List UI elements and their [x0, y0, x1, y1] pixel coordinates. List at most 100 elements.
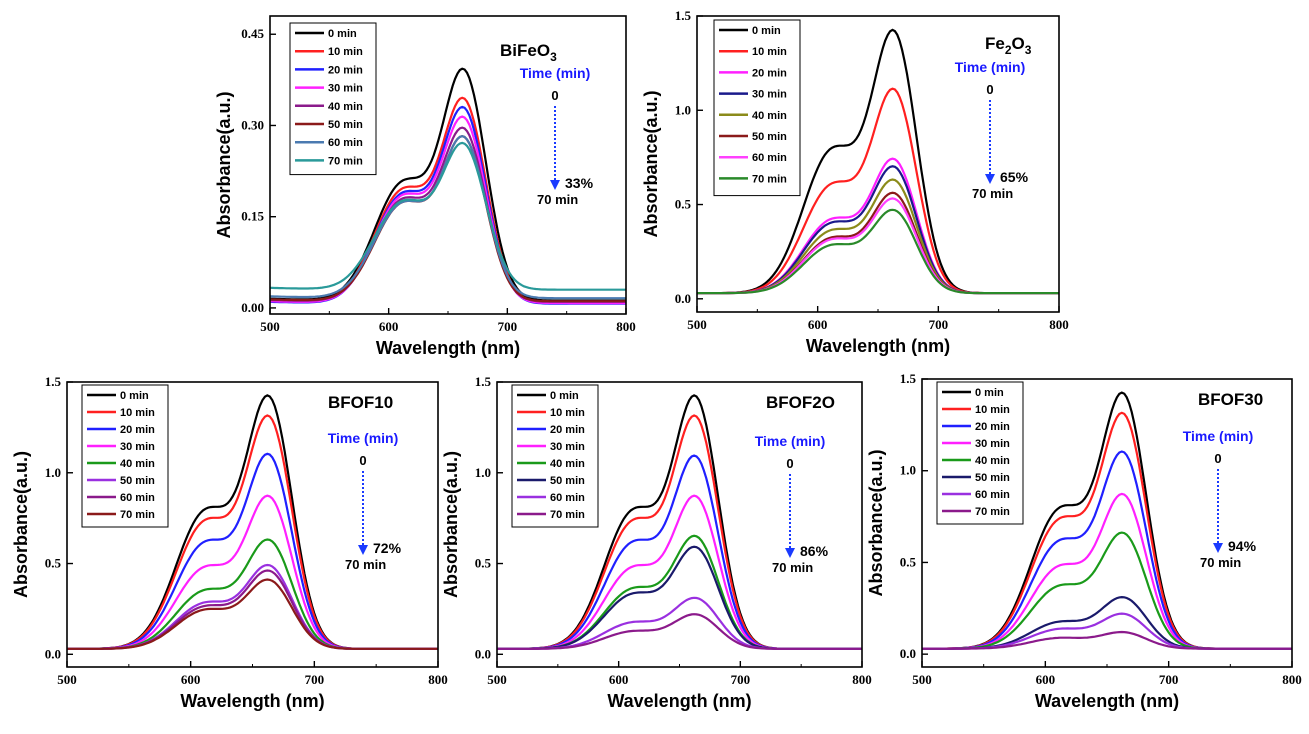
legend-entry: 50 min: [120, 475, 155, 487]
legend-entry: 60 min: [328, 137, 363, 149]
legend-entry: 20 min: [752, 67, 787, 79]
y-tick-label: 0.5: [475, 556, 492, 571]
y-axis-label: Absorbance(a.u.): [641, 90, 661, 237]
time-start-label: 0: [786, 456, 793, 471]
y-axis-label: Absorbance(a.u.): [441, 451, 461, 598]
legend-entry: 70 min: [752, 173, 787, 185]
series-line-50-min: [67, 563, 438, 650]
y-tick-label: 1.0: [675, 102, 691, 117]
x-tick-label: 600: [379, 319, 399, 334]
y-tick-label: 0.0: [475, 646, 491, 661]
y-tick-label: 1.5: [475, 374, 492, 389]
degradation-percent: 72%: [373, 540, 402, 556]
x-tick-label: 500: [260, 319, 280, 334]
y-tick-label: 0.5: [45, 556, 62, 571]
legend-entry: 30 min: [328, 83, 363, 95]
time-start-label: 0: [1214, 451, 1221, 466]
x-tick-label: 700: [305, 672, 325, 687]
series-group: [67, 394, 438, 650]
legend-entry: 50 min: [752, 131, 787, 143]
degradation-percent: 94%: [1228, 538, 1257, 554]
x-tick-label: 500: [487, 672, 507, 687]
series-line-50-min: [922, 595, 1292, 650]
legend-entry: 30 min: [550, 441, 585, 453]
y-tick-label: 1.5: [675, 8, 692, 23]
time-axis-label: Time (min): [1183, 428, 1254, 444]
legend-entry: 0 min: [550, 390, 579, 402]
x-tick-label: 800: [852, 672, 872, 687]
panel-title: BiFeO3: [500, 41, 557, 64]
y-tick-label: 1.5: [900, 371, 917, 386]
time-arrow-head: [358, 545, 368, 555]
x-tick-label: 700: [1159, 672, 1179, 687]
panel-title: Fe2O3: [985, 34, 1032, 57]
series-group: [697, 28, 1059, 295]
panel-title: BFOF2O: [766, 393, 835, 412]
x-axis-label: Wavelength (nm): [180, 691, 324, 711]
legend-entry: 0 min: [120, 390, 149, 402]
y-axis-label: Absorbance(a.u.): [11, 451, 31, 598]
time-start-label: 0: [986, 82, 993, 97]
legend-box: [511, 384, 599, 528]
x-tick-label: 600: [609, 672, 629, 687]
y-tick-label: 1.0: [900, 463, 916, 478]
series-line-70-min: [270, 141, 626, 291]
legend-entry: 30 min: [120, 441, 155, 453]
degradation-percent: 33%: [565, 175, 594, 191]
time-axis-label: Time (min): [520, 65, 591, 81]
legend-entry: 60 min: [120, 492, 155, 504]
series-group: [270, 67, 626, 305]
legend-entry: 40 min: [120, 458, 155, 470]
legend-entry: 60 min: [550, 492, 585, 504]
legend-entry: 20 min: [120, 424, 155, 436]
degradation-percent: 86%: [800, 543, 829, 559]
panel-bfof30: 500 600 700 800 0.0 0.5 1.0 1.5 Wavelength (nm) A…: [866, 371, 1302, 711]
legend-box: [289, 22, 377, 176]
x-tick-label: 500: [912, 672, 932, 687]
y-axis-label: Absorbance(a.u.): [866, 449, 886, 596]
panel-bfof2o: 500 600 700 800 0.0 0.5 1.0 1.5 Wavelength (nm) A…: [441, 374, 872, 711]
time-arrow-head: [985, 174, 995, 184]
legend-entry: 30 min: [975, 438, 1010, 450]
y-tick-label: 1.0: [45, 465, 61, 480]
series-line-70-min: [497, 613, 862, 650]
x-tick-label: 800: [616, 319, 636, 334]
y-tick-label: 0.0: [900, 646, 916, 661]
y-tick-label: 0.45: [241, 26, 264, 41]
y-tick-label: 0.00: [241, 300, 264, 315]
y-tick-label: 0.30: [241, 117, 264, 132]
x-tick-label: 800: [1282, 672, 1302, 687]
legend-box: [936, 381, 1024, 525]
y-tick-label: 1.0: [475, 465, 491, 480]
panel-bfof10: 500 600 700 800 0.0 0.5 1.0 1.5 Wavelength (nm) A…: [11, 374, 448, 711]
y-axis-label: Absorbance(a.u.): [214, 91, 234, 238]
legend-entry: 60 min: [975, 489, 1010, 501]
legend-entry: 10 min: [752, 46, 787, 58]
x-axis-label: Wavelength (nm): [607, 691, 751, 711]
x-axis-label: Wavelength (nm): [1035, 691, 1179, 711]
legend-entry: 20 min: [975, 421, 1010, 433]
legend-entry: 60 min: [752, 152, 787, 164]
x-tick-label: 700: [929, 317, 949, 332]
legend-entry: 40 min: [550, 458, 585, 470]
legend-entry: 40 min: [975, 455, 1010, 467]
panel-fe2o3: 500 600 700 800 0.0 0.5 1.0 1.5 Wavelength (nm) A…: [641, 8, 1069, 356]
time-start-label: 0: [551, 88, 558, 103]
legend-entry: 70 min: [328, 155, 363, 167]
y-tick-label: 0.0: [675, 291, 691, 306]
y-tick-label: 0.5: [675, 197, 692, 212]
time-end-label: 70 min: [537, 192, 578, 207]
time-start-label: 0: [359, 453, 366, 468]
x-tick-label: 700: [731, 672, 751, 687]
y-tick-label: 0.5: [900, 554, 917, 569]
x-tick-label: 600: [808, 317, 828, 332]
series-line-70-min: [922, 630, 1292, 650]
time-axis-label: Time (min): [955, 59, 1026, 75]
y-tick-label: 0.0: [45, 646, 61, 661]
time-end-label: 70 min: [345, 557, 386, 572]
x-tick-label: 800: [1049, 317, 1069, 332]
series-line-60-min: [67, 569, 438, 650]
legend-entry: 20 min: [550, 424, 585, 436]
legend-entry: 50 min: [975, 472, 1010, 484]
